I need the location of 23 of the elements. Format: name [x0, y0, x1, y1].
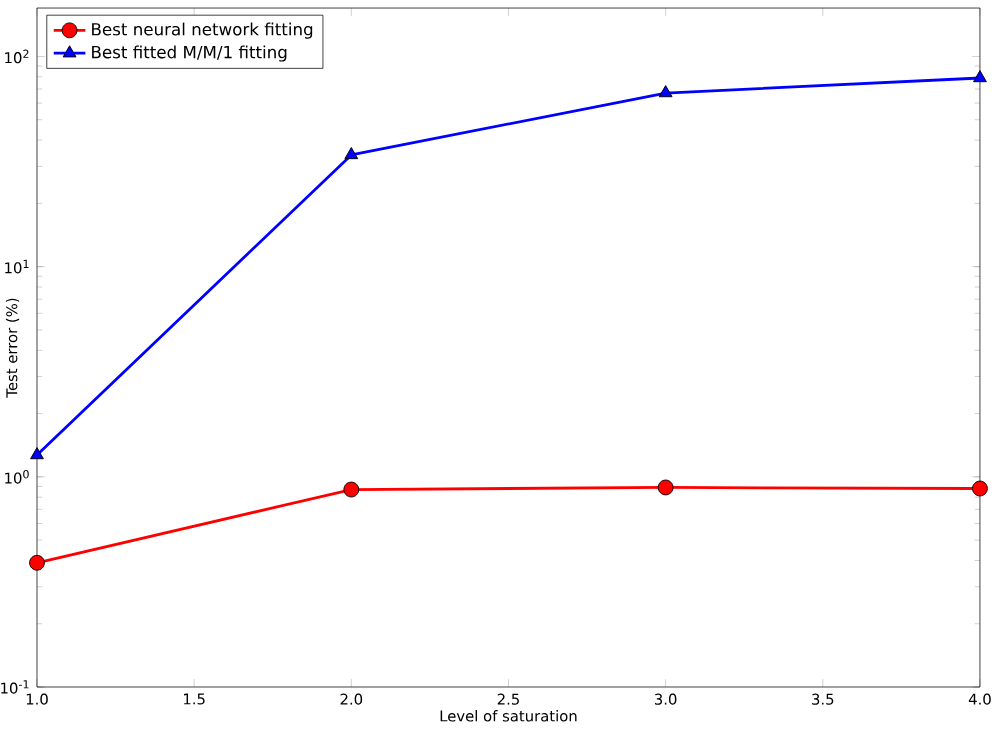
legend-label: Best neural network fitting: [92, 22, 313, 39]
point: [973, 70, 987, 83]
y-tick-label: 10$^{-1}$: [1, 680, 29, 694]
point: [972, 480, 988, 497]
x-tick-label: 2.5: [497, 693, 519, 705]
y-tick-label: 10$^{2}$: [5, 49, 29, 64]
point: [343, 481, 360, 498]
point: [344, 147, 359, 160]
y-axis-title: Test error (%): [5, 298, 20, 398]
legend-label: Best fitted M/M/1 fitting: [92, 45, 287, 62]
x-tick-label: 3.5: [812, 693, 834, 705]
x-tick-label: 1.0: [26, 693, 48, 705]
x-axis-title: Level of saturation: [440, 710, 577, 722]
y-tick-label: 10$^{1}$: [5, 259, 29, 274]
y-tick-label: 10$^{0}$: [5, 469, 29, 484]
x-tick-label: 3.0: [654, 693, 677, 705]
x-tick-label: 1.5: [183, 693, 205, 705]
point: [29, 554, 45, 571]
point: [657, 479, 674, 496]
point: [30, 447, 44, 460]
x-tick-label: 2.0: [340, 693, 363, 705]
point: [658, 85, 673, 98]
x-tick-label: 4.0: [968, 693, 991, 705]
